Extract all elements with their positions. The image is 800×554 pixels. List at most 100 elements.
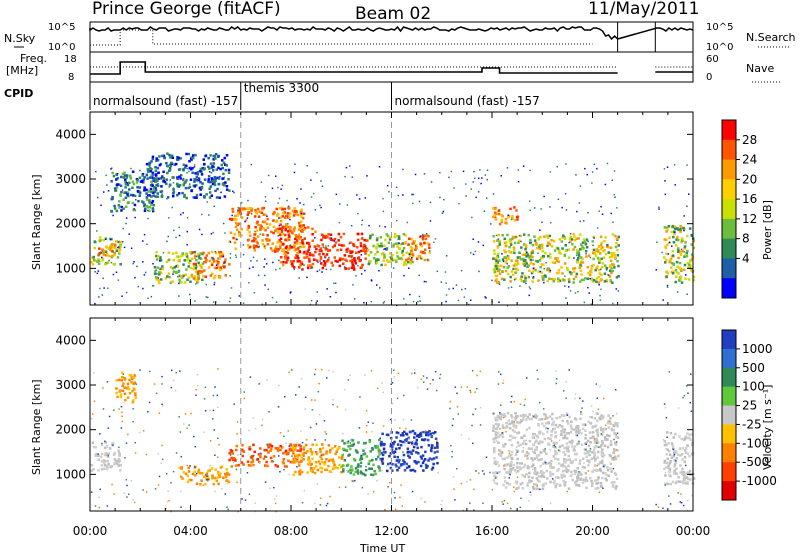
noise-cell (319, 204, 321, 207)
echo-cell (118, 248, 122, 252)
echo-cell (509, 207, 512, 211)
noise-cell (204, 386, 207, 389)
echo-cell (231, 210, 235, 213)
noise-cell (420, 378, 423, 380)
echo-cell (677, 250, 680, 253)
noise-cell (172, 379, 175, 382)
echo-cell (514, 267, 518, 271)
echo-cell (539, 430, 542, 434)
noise-cell (210, 233, 213, 235)
noise-cell (287, 430, 289, 432)
noise-cell (379, 287, 381, 289)
echo-cell (537, 475, 541, 478)
echo-cell (528, 479, 531, 482)
echo-cell (101, 258, 104, 262)
noise-cell (599, 294, 601, 297)
echo-cell (399, 257, 403, 260)
echo-cell (496, 239, 499, 242)
noise-cell (223, 176, 226, 179)
echo-cell (569, 235, 573, 239)
echo-cell (673, 451, 676, 455)
echo-cell (597, 275, 600, 279)
echo-cell (354, 467, 358, 470)
echo-cell (603, 272, 607, 275)
noise-cell (325, 433, 328, 435)
noise-cell (571, 441, 574, 444)
echo-cell (117, 457, 121, 461)
echo-cell (320, 467, 324, 470)
noise-cell (278, 455, 280, 457)
noise-cell (153, 383, 156, 385)
echo-cell (590, 271, 593, 274)
echo-cell (577, 254, 581, 257)
echo-cell (332, 466, 336, 469)
echo-cell (608, 434, 611, 438)
echo-cell (529, 251, 533, 255)
echo-cell (276, 248, 280, 251)
echo-cell (599, 484, 603, 488)
echo-cell (152, 194, 155, 197)
noise-cell (240, 433, 243, 436)
echo-cell (372, 257, 376, 260)
noise-cell (460, 434, 463, 436)
noise-cell (278, 384, 280, 387)
echo-cell (434, 437, 438, 440)
echo-cell (521, 473, 524, 477)
echo-cell (182, 163, 186, 166)
echo-cell (553, 278, 556, 281)
echo-cell (266, 243, 270, 246)
echo-cell (595, 439, 599, 443)
echo-cell (155, 159, 158, 163)
echo-cell (344, 258, 347, 261)
echo-cell (686, 482, 689, 485)
noise-cell (289, 218, 291, 221)
noise-cell (180, 506, 182, 508)
echo-cell (524, 454, 527, 457)
echo-cell (333, 256, 336, 259)
echo-cell (583, 452, 587, 455)
echo-cell (298, 470, 301, 473)
echo-cell (615, 276, 619, 279)
echo-cell (492, 440, 496, 444)
noise-cell (539, 270, 541, 273)
echo-cell (683, 478, 686, 482)
echo-cell (306, 256, 309, 259)
echo-cell (539, 236, 542, 239)
echo-cell (561, 236, 564, 239)
noise-cell (214, 250, 217, 253)
echo-cell (561, 469, 565, 473)
echo-cell (496, 425, 500, 428)
echo-cell (537, 270, 540, 273)
noise-cell (491, 488, 494, 491)
echo-cell (336, 248, 339, 252)
noise-cell (513, 420, 515, 423)
echo-cell (208, 167, 211, 170)
echo-cell (602, 415, 605, 419)
noise-cell (329, 495, 331, 498)
echo-cell (121, 172, 125, 176)
noise-cell (462, 170, 465, 173)
noise-cell (289, 244, 292, 246)
echo-cell (100, 468, 104, 471)
echo-cell (401, 432, 404, 435)
echo-cell (116, 395, 119, 399)
echo-cell (665, 226, 669, 229)
noise-cell (93, 400, 96, 402)
echo-cell (333, 463, 336, 466)
echo-cell (576, 260, 579, 264)
noise-cell (149, 370, 151, 373)
echo-cell (261, 242, 265, 246)
echo-cell (210, 194, 213, 197)
echo-cell (279, 227, 282, 230)
echo-cell (492, 240, 496, 243)
noise-cell (432, 379, 434, 381)
echo-cell (194, 278, 197, 281)
noise-cell (322, 246, 325, 248)
noise-cell (227, 508, 229, 511)
echo-cell (514, 262, 517, 266)
echo-cell (599, 482, 603, 485)
echo-cell (259, 224, 263, 227)
noise-cell (578, 440, 580, 443)
echo-cell (406, 451, 409, 454)
echo-cell (582, 478, 585, 481)
